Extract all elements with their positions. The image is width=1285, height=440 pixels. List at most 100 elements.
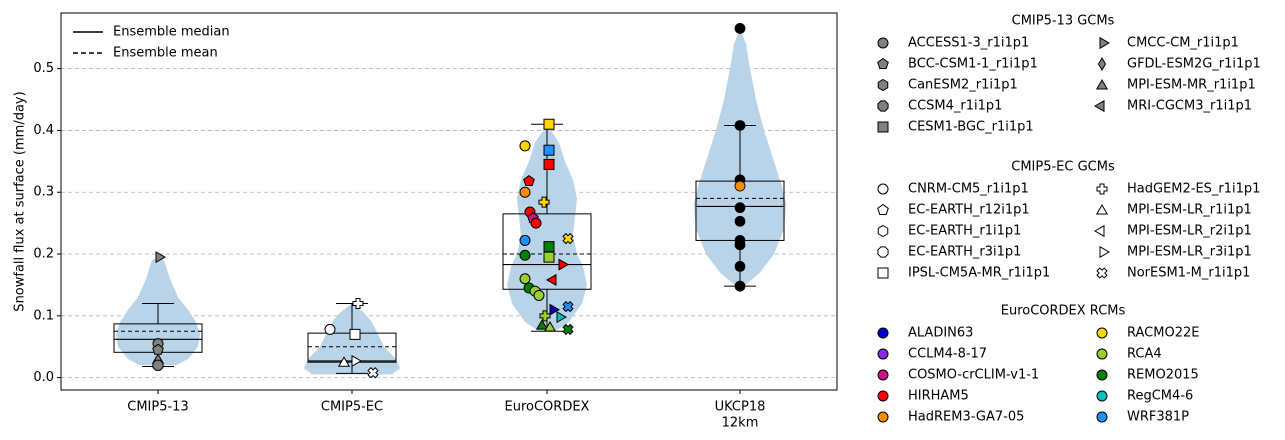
legend-label: CanESM2_r1i1p1 <box>908 78 1018 93</box>
data-point <box>734 180 746 192</box>
data-point <box>152 359 164 371</box>
legend-label: RACMO22E <box>1127 326 1199 341</box>
legend-label: GFDL-ESM2G_r1i1p1 <box>1127 57 1261 72</box>
legend-marker <box>877 246 889 258</box>
legend-marker <box>1097 57 1107 71</box>
data-point <box>734 215 746 227</box>
data-point <box>352 297 364 309</box>
y-axis-label: Snowfall flux at surface (mm/day) <box>13 91 28 311</box>
x-tick-label: UKCP18 <box>715 400 766 415</box>
legend-marker <box>877 37 889 49</box>
legend-label: HadGEM2-ES_r1i1p1 <box>1127 182 1260 197</box>
legend-marker <box>1096 267 1108 279</box>
data-point <box>734 260 746 272</box>
data-point <box>549 303 561 316</box>
legend-marker <box>877 327 889 339</box>
data-point <box>519 140 531 152</box>
legend-marker <box>877 390 889 402</box>
legend-label: HIRHAM5 <box>908 389 969 404</box>
legend-label: EC-EARTH_r12i1p1 <box>908 203 1030 218</box>
legend-marker <box>1096 390 1108 402</box>
data-point-shape <box>562 300 574 313</box>
legend-label: CNRM-CM5_r1i1p1 <box>908 182 1029 197</box>
data-point <box>367 367 379 379</box>
data-point <box>155 251 167 264</box>
data-point <box>562 300 574 313</box>
data-point <box>337 356 351 367</box>
legend-label: MPI-ESM-LR_r3i1p1 <box>1127 245 1252 260</box>
legend-title: CMIP5-13 GCMs <box>1012 14 1115 29</box>
legend-label: IPSL-CM5A-MR_r1i1p1 <box>908 266 1050 281</box>
data-point <box>734 239 746 251</box>
legend-marker <box>1095 204 1109 215</box>
legend-label: CESM1-BGC_r1i1p1 <box>908 120 1034 135</box>
legend-label: CCSM4_r1i1p1 <box>908 99 1002 114</box>
legend-marker <box>877 121 889 133</box>
legend-marker <box>877 203 889 215</box>
data-point <box>546 273 557 287</box>
y-tick-label: 0.4 <box>33 123 54 138</box>
legend-line-label: Ensemble mean <box>113 46 218 61</box>
data-point <box>519 249 531 261</box>
data-point <box>562 232 574 245</box>
legend-marker <box>1094 224 1105 238</box>
legend-marker <box>1096 327 1108 339</box>
data-point <box>519 186 531 198</box>
y-tick-label: 0.3 <box>33 185 54 200</box>
data-point <box>519 273 531 285</box>
legend-label: MPI-ESM-LR_r2i1p1 <box>1127 224 1252 239</box>
legend-marker <box>1096 183 1108 195</box>
data-point <box>543 118 555 130</box>
data-point <box>543 158 555 170</box>
legend-label: MPI-ESM-LR_r1i1p1 <box>1127 203 1252 218</box>
legend-marker <box>877 183 889 195</box>
x-tick-sublabel: 12km <box>722 416 759 431</box>
legend-marker <box>1099 245 1110 259</box>
data-point <box>543 251 555 263</box>
legend-marker-shape <box>1096 267 1108 279</box>
plot-frame <box>60 12 838 391</box>
data-point <box>543 320 557 332</box>
legend-label: WRF381P <box>1127 410 1189 425</box>
legend-marker <box>877 78 889 92</box>
legend-line-label: Ensemble median <box>113 25 230 40</box>
legend-label: COSMO-crCLIM-v1-1 <box>908 368 1039 383</box>
data-point <box>543 144 555 156</box>
legend-label: HadREM3-GA7-05 <box>908 410 1024 425</box>
data-point <box>734 280 746 292</box>
legend-label: EC-EARTH_r3i1p1 <box>908 245 1021 260</box>
data-point <box>349 328 361 340</box>
legend-marker <box>877 348 889 360</box>
data-point <box>530 217 542 229</box>
x-tick-label: CMIP5-13 <box>127 400 188 415</box>
legend-marker <box>1096 348 1108 360</box>
legend-label: ALADIN63 <box>908 326 973 341</box>
legend-marker <box>877 224 889 238</box>
legend-marker <box>1096 411 1108 423</box>
legend-label: MRI-CGCM3_r1i1p1 <box>1127 99 1252 114</box>
legend-marker <box>1095 79 1109 90</box>
data-point <box>519 234 531 246</box>
legend-marker <box>877 100 889 112</box>
legend-marker <box>1099 36 1110 50</box>
data-point <box>533 289 545 301</box>
box <box>502 213 592 290</box>
legend-marker <box>877 57 889 69</box>
y-tick-label: 0.1 <box>33 308 54 323</box>
data-point <box>324 323 336 335</box>
legend-label: MPI-ESM-MR_r1i1p1 <box>1127 78 1256 93</box>
legend-title: EuroCORDEX RCMs <box>1001 304 1126 319</box>
legend-label: REMO2015 <box>1127 368 1199 383</box>
legend-label: NorESM1-M_r1i1p1 <box>1127 266 1250 281</box>
data-point <box>538 196 550 208</box>
legend-label: RCA4 <box>1127 347 1162 362</box>
legend-marker <box>1094 99 1105 113</box>
legend-marker <box>877 369 889 381</box>
legend-label: EC-EARTH_r1i1p1 <box>908 224 1021 239</box>
y-tick-label: 0.0 <box>33 370 54 385</box>
legend-label: ACCESS1-3_r1i1p1 <box>908 36 1029 51</box>
data-point <box>556 311 568 324</box>
data-point <box>543 241 555 253</box>
data-point <box>351 354 363 368</box>
